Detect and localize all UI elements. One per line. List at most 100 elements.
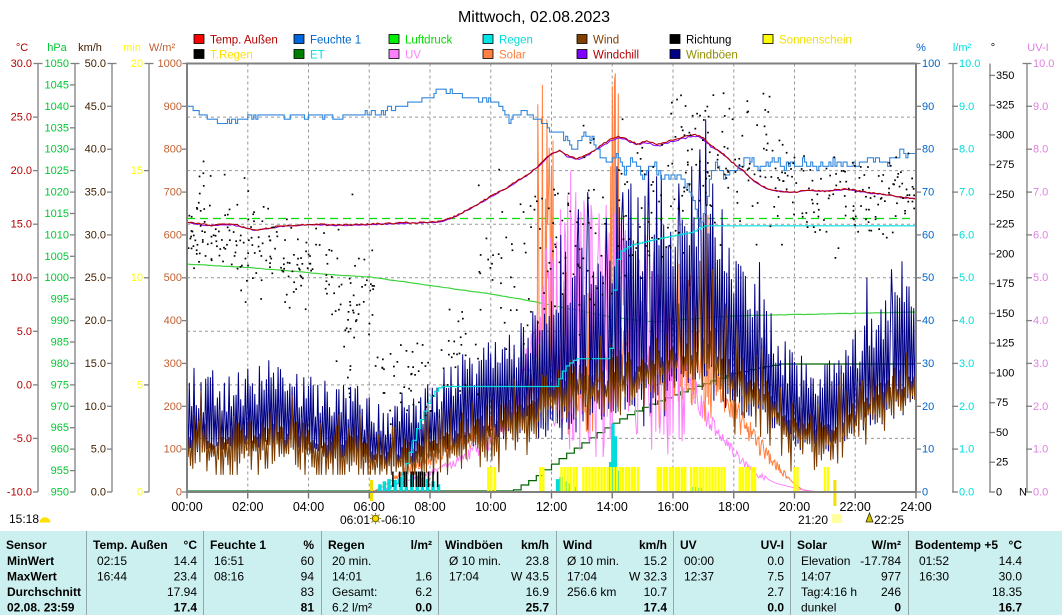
svg-text:00:00: 00:00 [684,554,714,568]
svg-text:14:00: 14:00 [597,500,628,514]
svg-text:16:30: 16:30 [919,570,949,584]
svg-text:1015: 1015 [45,208,69,220]
svg-text:18.35: 18.35 [992,585,1022,599]
svg-text:02:00: 02:00 [232,500,263,514]
svg-text:965: 965 [51,422,69,434]
svg-text:977: 977 [881,570,901,584]
svg-text:10.0: 10.0 [959,58,980,70]
svg-text:17.4: 17.4 [174,601,198,615]
svg-text:1045: 1045 [45,79,69,91]
svg-text:980: 980 [51,358,69,370]
svg-text:80: 80 [922,144,934,156]
svg-text:km/h: km/h [78,42,102,54]
svg-text:00:00: 00:00 [171,500,202,514]
svg-text:Ø 10 min.: Ø 10 min. [449,554,501,568]
svg-text:Bodentemp +5: Bodentemp +5 [915,538,998,552]
svg-text:UV: UV [405,50,421,62]
svg-text:100: 100 [922,58,940,70]
svg-text:04:00: 04:00 [293,500,324,514]
svg-text:°C: °C [16,42,28,54]
svg-text:UV: UV [680,538,697,552]
svg-text:22:00: 22:00 [840,500,871,514]
svg-text:1035: 1035 [45,122,69,134]
svg-text:10: 10 [922,444,934,456]
svg-text:Regen: Regen [328,538,365,552]
svg-text:Wind: Wind [563,538,592,552]
svg-text:150: 150 [996,308,1014,320]
svg-text:°C: °C [1009,538,1023,552]
svg-text:1040: 1040 [45,101,69,113]
svg-text:1005: 1005 [45,251,69,263]
svg-text:225: 225 [996,219,1014,231]
svg-text:Feuchte 1: Feuchte 1 [310,35,361,47]
svg-text:MinWert: MinWert [7,554,54,568]
svg-text:5.0: 5.0 [1033,272,1048,284]
svg-text:23.4: 23.4 [174,570,198,584]
svg-text:0: 0 [922,487,928,499]
svg-text:-17.784: -17.784 [860,554,901,568]
svg-text:12:00: 12:00 [536,500,567,514]
svg-text:Windböen: Windböen [445,538,503,552]
svg-text:20.0: 20.0 [11,165,32,177]
svg-text:14.4: 14.4 [999,554,1023,568]
svg-text:1.0: 1.0 [1033,444,1048,456]
svg-text:350: 350 [996,70,1014,82]
svg-text:30.0: 30.0 [11,58,32,70]
svg-text:Mittwoch, 02.08.2023: Mittwoch, 02.08.2023 [458,9,610,26]
svg-text:25.0: 25.0 [85,272,106,284]
svg-text:-06:10: -06:10 [381,513,415,527]
svg-text:14:07: 14:07 [801,570,831,584]
svg-text:7.0: 7.0 [1033,187,1048,199]
svg-text:MaxWert: MaxWert [7,570,57,584]
svg-text:UV-I: UV-I [761,538,784,552]
svg-text:Solar: Solar [797,538,827,552]
svg-text:16:51: 16:51 [214,554,244,568]
svg-text:0: 0 [176,487,182,499]
svg-text:-10.0: -10.0 [7,487,32,499]
svg-text:UV-I: UV-I [1027,42,1048,54]
svg-text:W 32.3: W 32.3 [629,570,667,584]
svg-text:15.0: 15.0 [85,358,106,370]
svg-text:325: 325 [996,100,1014,112]
svg-text:16.9: 16.9 [526,585,550,599]
svg-text:100: 100 [164,444,182,456]
svg-text:25.0: 25.0 [11,112,32,124]
svg-text:km/h: km/h [521,538,549,552]
svg-text:990: 990 [51,315,69,327]
svg-text:1020: 1020 [45,187,69,199]
svg-text:35.0: 35.0 [85,187,106,199]
svg-text:94: 94 [301,570,315,584]
svg-text:5.0: 5.0 [959,272,974,284]
svg-text:14:01: 14:01 [332,570,362,584]
svg-text:950: 950 [51,487,69,499]
svg-text:Wind: Wind [593,35,619,47]
svg-text:0.0: 0.0 [91,487,106,499]
svg-text:60: 60 [301,554,315,568]
svg-text:16.7: 16.7 [999,601,1023,615]
svg-text:200: 200 [996,248,1014,260]
svg-text:40.0: 40.0 [85,144,106,156]
svg-text:Richtung: Richtung [686,35,731,47]
svg-text:900: 900 [164,101,182,113]
svg-text:ET: ET [310,50,325,62]
svg-text:Solar: Solar [499,50,526,62]
svg-text:Luftdruck: Luftdruck [405,35,453,47]
svg-text:4.0: 4.0 [959,315,974,327]
svg-text:1000: 1000 [45,272,69,284]
svg-text:8.0: 8.0 [959,144,974,156]
svg-text:-5.0: -5.0 [13,433,32,445]
svg-text:Windböen: Windböen [686,50,738,62]
svg-text:W 43.5: W 43.5 [511,570,549,584]
svg-text:Regen: Regen [499,35,533,47]
svg-text:0: 0 [894,601,901,615]
svg-text:9.0: 9.0 [1033,101,1048,113]
svg-text:16:44: 16:44 [97,570,127,584]
svg-text:600: 600 [164,229,182,241]
svg-text:2.7: 2.7 [767,585,784,599]
svg-text:Elevation: Elevation [801,554,850,568]
svg-text:Ø 10 min.: Ø 10 min. [567,554,619,568]
svg-text:250: 250 [996,189,1014,201]
svg-text:5.0: 5.0 [17,326,32,338]
svg-text:25: 25 [996,457,1008,469]
svg-text:°C: °C [184,538,198,552]
